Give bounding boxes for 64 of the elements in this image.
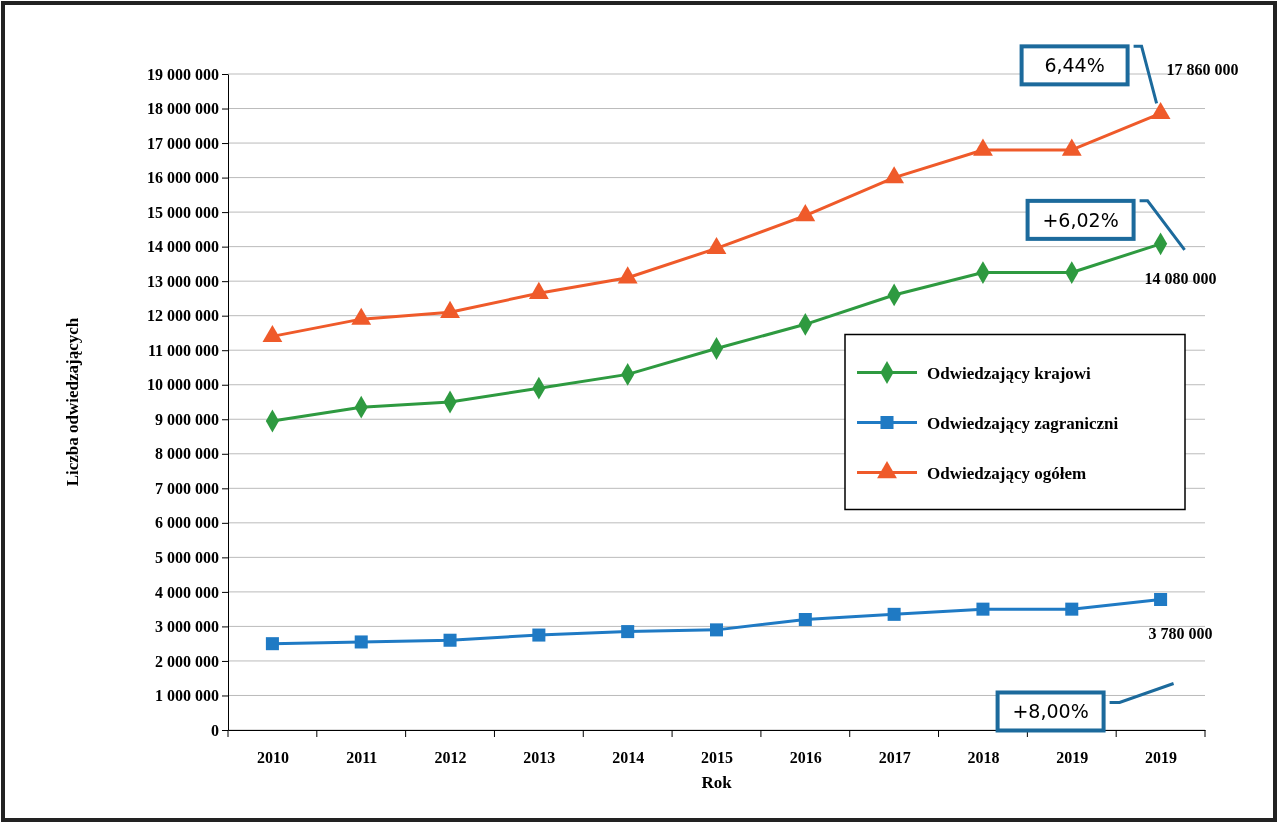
annotation: +8,00% [1012,700,1089,723]
point [440,300,460,318]
y-tick-label: 5 000 000 [155,548,219,566]
point [884,166,905,184]
y-tick-label: 4 000 000 [155,583,219,601]
x-tick-label: 2019 [1145,749,1178,767]
y-tick-label: 2 000 000 [155,652,219,670]
y-tick-label: 15 000 000 [147,203,219,221]
y-tick-label: 8 000 000 [155,445,219,463]
annotation: 6,44% [1044,54,1105,77]
point [1150,101,1171,120]
y-tick-label: 19 000 000 [147,65,219,83]
point [1065,602,1079,616]
y-tick-label: 14 000 000 [147,238,219,256]
x-tick-label: 2015 [701,749,733,767]
point [262,324,283,343]
point [887,607,901,621]
point [976,602,990,616]
y-tick-label: 11 000 000 [147,341,219,359]
y-axis-title: Liczba odwiedzających [63,317,82,487]
x-tick-label: 2013 [523,749,556,767]
legend-label: Odwiedzający zagraniczni [927,413,1119,433]
y-tick-label: 12 000 000 [147,307,219,325]
point [798,613,812,627]
legend-label: Odwiedzający ogółem [927,463,1087,483]
x-axis-title: Rok [701,773,733,792]
point [617,266,638,284]
point [621,625,635,639]
y-tick-label: 1 000 000 [155,687,219,705]
x-tick-label: 2010 [256,749,289,767]
y-tick-label: 17 000 000 [147,134,219,152]
x-tick-label: 2014 [612,749,645,767]
point [1154,592,1168,607]
x-tick-label: 2018 [967,749,1000,767]
data-label: 17 860 000 [1166,61,1239,79]
y-tick-label: 7 000 000 [155,479,219,497]
point [443,633,457,647]
point [354,635,368,649]
point [351,307,372,325]
point [532,628,546,642]
y-tick-label: 0 [211,721,219,739]
point [973,138,993,156]
point [528,281,549,299]
y-tick-label: 9 000 000 [155,410,219,428]
y-tick-label: 10 000 000 [147,376,219,394]
point [265,637,279,651]
legend-label: Odwiedzający krajowi [927,363,1092,383]
y-tick-label: 13 000 000 [147,272,219,290]
y-tick-label: 18 000 000 [147,100,219,118]
y-tick-label: 16 000 000 [147,169,219,187]
data-label: 14 080 000 [1144,269,1217,287]
x-tick-label: 2012 [434,749,467,767]
x-tick-label: 2017 [878,749,911,767]
x-tick-label: 2019 [1056,749,1089,767]
y-tick-label: 3 000 000 [155,618,219,636]
y-tick-label: 6 000 000 [155,514,219,532]
data-label: 3 780 000 [1148,625,1213,643]
point [709,623,724,637]
annotation: +6,02% [1042,208,1119,231]
point [795,204,816,222]
x-tick-label: 2016 [789,749,822,767]
x-tick-label: 2011 [346,749,378,767]
point [706,236,727,255]
point [1061,138,1082,156]
